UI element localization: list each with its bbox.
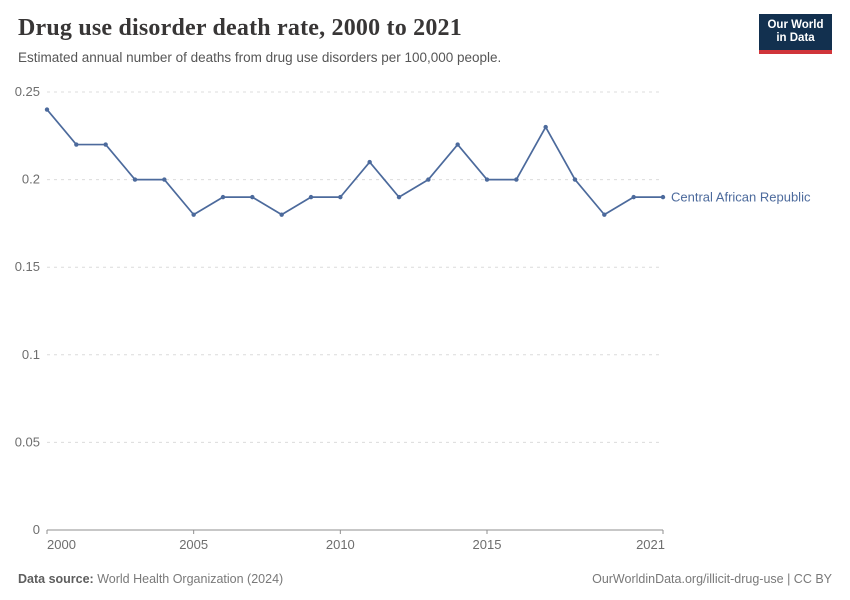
svg-text:0: 0 bbox=[33, 522, 40, 537]
svg-text:2010: 2010 bbox=[326, 537, 355, 552]
series-central-african-republic[interactable] bbox=[44, 107, 666, 217]
svg-text:2005: 2005 bbox=[179, 537, 208, 552]
svg-text:2000: 2000 bbox=[47, 537, 76, 552]
series-label[interactable]: Central African Republic bbox=[671, 190, 811, 205]
y-axis-labels: 0 0.05 0.1 0.15 0.2 0.25 bbox=[15, 84, 40, 537]
data-source-text: World Health Organization (2024) bbox=[97, 572, 284, 586]
chart-header: Drug use disorder death rate, 2000 to 20… bbox=[18, 14, 832, 67]
data-source-label: Data source: bbox=[18, 572, 94, 586]
svg-text:0.05: 0.05 bbox=[15, 434, 40, 449]
gridlines bbox=[47, 91, 663, 443]
svg-text:2015: 2015 bbox=[473, 537, 502, 552]
svg-text:2021: 2021 bbox=[636, 537, 665, 552]
data-source-line: Data source: World Health Organization (… bbox=[18, 572, 283, 586]
x-axis-labels: 2000 2005 2010 2015 2021 bbox=[47, 537, 665, 552]
chart-footer: Data source: World Health Organization (… bbox=[18, 572, 832, 586]
logo-line-2: in Data bbox=[776, 32, 815, 44]
x-axis bbox=[46, 529, 664, 534]
logo-line-1: Our World bbox=[767, 18, 824, 31]
page-title: Drug use disorder death rate, 2000 to 20… bbox=[18, 15, 462, 41]
svg-text:0.2: 0.2 bbox=[22, 172, 40, 187]
svg-text:0.15: 0.15 bbox=[15, 259, 40, 274]
chart-subtitle: Estimated annual number of deaths from d… bbox=[18, 49, 502, 65]
credit-line[interactable]: OurWorldinData.org/illicit-drug-use | CC… bbox=[592, 572, 832, 586]
owid-logo: Our World in Data bbox=[759, 14, 832, 54]
svg-text:0.25: 0.25 bbox=[15, 84, 40, 99]
svg-text:0.1: 0.1 bbox=[22, 347, 40, 362]
